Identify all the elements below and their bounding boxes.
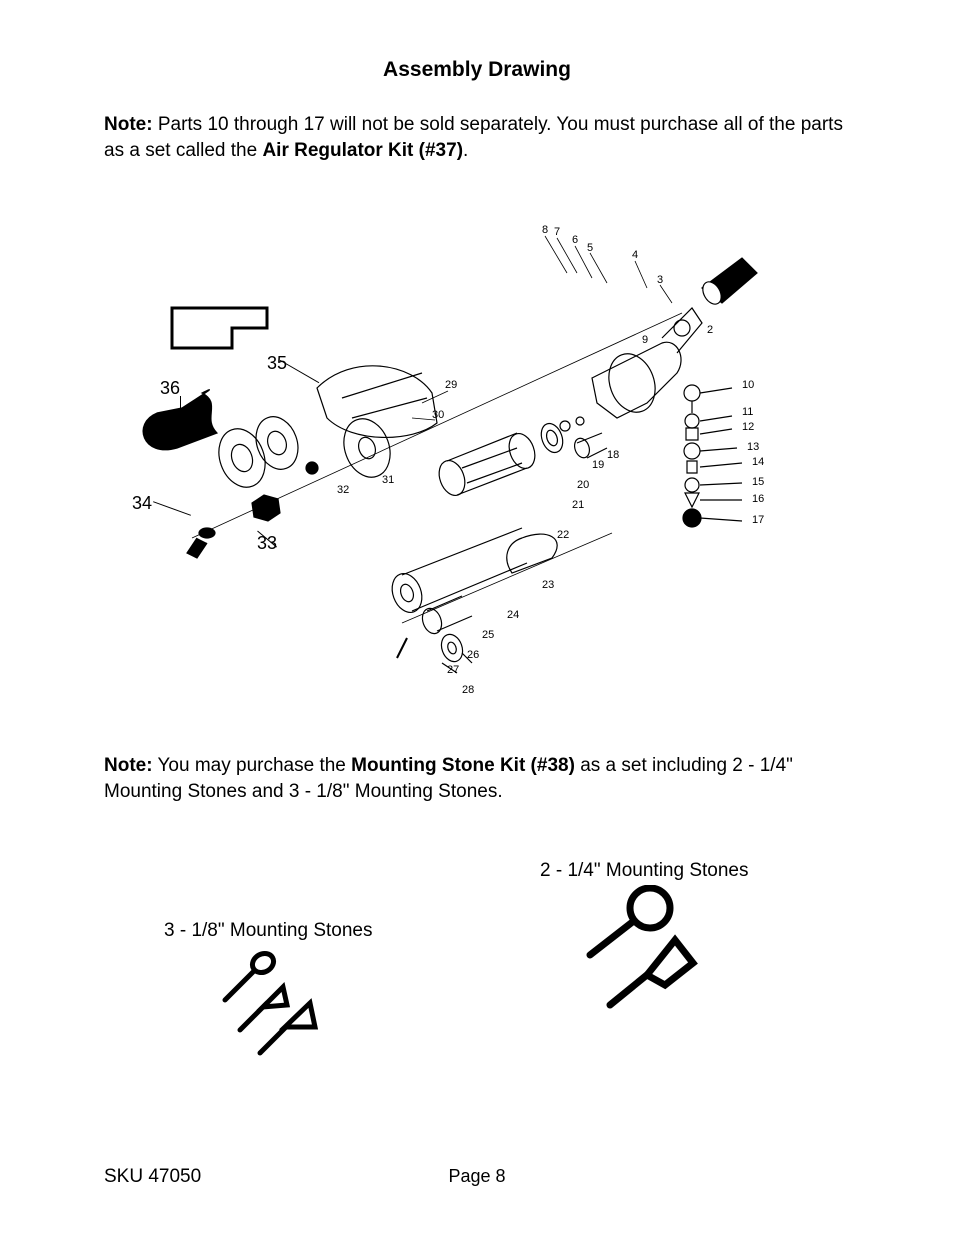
svg-text:23: 23	[542, 579, 554, 591]
svg-text:24: 24	[507, 609, 519, 621]
svg-text:16: 16	[752, 493, 764, 505]
eighth-stones-svg	[205, 945, 345, 1065]
eighth-stones-label: 3 - 1/8" Mounting Stones	[164, 920, 372, 942]
svg-text:8: 8	[542, 224, 548, 236]
svg-text:28: 28	[462, 684, 474, 696]
svg-text:11: 11	[742, 406, 753, 418]
svg-text:14: 14	[752, 456, 764, 468]
svg-text:18: 18	[607, 449, 619, 461]
svg-text:3: 3	[657, 274, 663, 286]
svg-text:5: 5	[587, 242, 593, 254]
note1-bold: Air Regulator Kit (#37)	[262, 140, 463, 161]
note2-bold: Mounting Stone Kit (#38)	[351, 755, 575, 776]
svg-text:27: 27	[447, 664, 459, 676]
svg-text:7: 7	[554, 226, 560, 238]
svg-text:13: 13	[747, 441, 759, 453]
callout-35: 35	[267, 353, 287, 374]
svg-text:4: 4	[632, 249, 638, 261]
exploded-diagram: 87 65 4 3 2 9 10 11 12 13 14 15 16 17 18…	[102, 193, 852, 723]
svg-text:26: 26	[467, 649, 479, 661]
sku-label: SKU 47050	[104, 1166, 201, 1188]
note-air-regulator: Note: Parts 10 through 17 will not be so…	[0, 82, 954, 163]
svg-text:22: 22	[557, 529, 569, 541]
svg-text:6: 6	[572, 234, 578, 246]
svg-text:29: 29	[445, 379, 457, 391]
assembly-svg: 87 65 4 3 2 9 10 11 12 13 14 15 16 17 18…	[102, 193, 852, 723]
note-mounting-stone: Note: You may purchase the Mounting Ston…	[0, 723, 954, 804]
note2-text-a: You may purchase the	[153, 755, 352, 776]
svg-text:21: 21	[572, 499, 584, 511]
svg-text:10: 10	[742, 379, 754, 391]
callout-34: 34	[132, 493, 152, 514]
quarter-stones-label: 2 - 1/4" Mounting Stones	[540, 860, 748, 882]
note1-text-a: Parts 10 through 17 will not be sold sep…	[104, 114, 843, 161]
page-footer: SKU 47050 Page 8	[0, 1166, 954, 1187]
svg-text:31: 31	[382, 474, 394, 486]
page-title: Assembly Drawing	[0, 0, 954, 82]
svg-text:2: 2	[707, 324, 713, 336]
svg-text:9: 9	[642, 334, 648, 346]
note-prefix: Note:	[104, 114, 153, 135]
svg-text:17: 17	[752, 514, 764, 526]
quarter-stones-svg	[565, 885, 735, 1035]
note-prefix: Note:	[104, 755, 153, 776]
svg-text:25: 25	[482, 629, 494, 641]
mounting-stones-illustration: 2 - 1/4" Mounting Stones 3 - 1/8" Mounti…	[0, 825, 954, 1085]
svg-text:19: 19	[592, 459, 604, 471]
svg-text:15: 15	[752, 476, 764, 488]
svg-text:12: 12	[742, 421, 754, 433]
svg-text:20: 20	[577, 479, 589, 491]
leader-line	[180, 396, 181, 421]
svg-text:30: 30	[432, 409, 444, 421]
callout-36: 36	[160, 378, 180, 399]
note1-text-b: .	[463, 140, 468, 161]
svg-text:32: 32	[337, 484, 349, 496]
